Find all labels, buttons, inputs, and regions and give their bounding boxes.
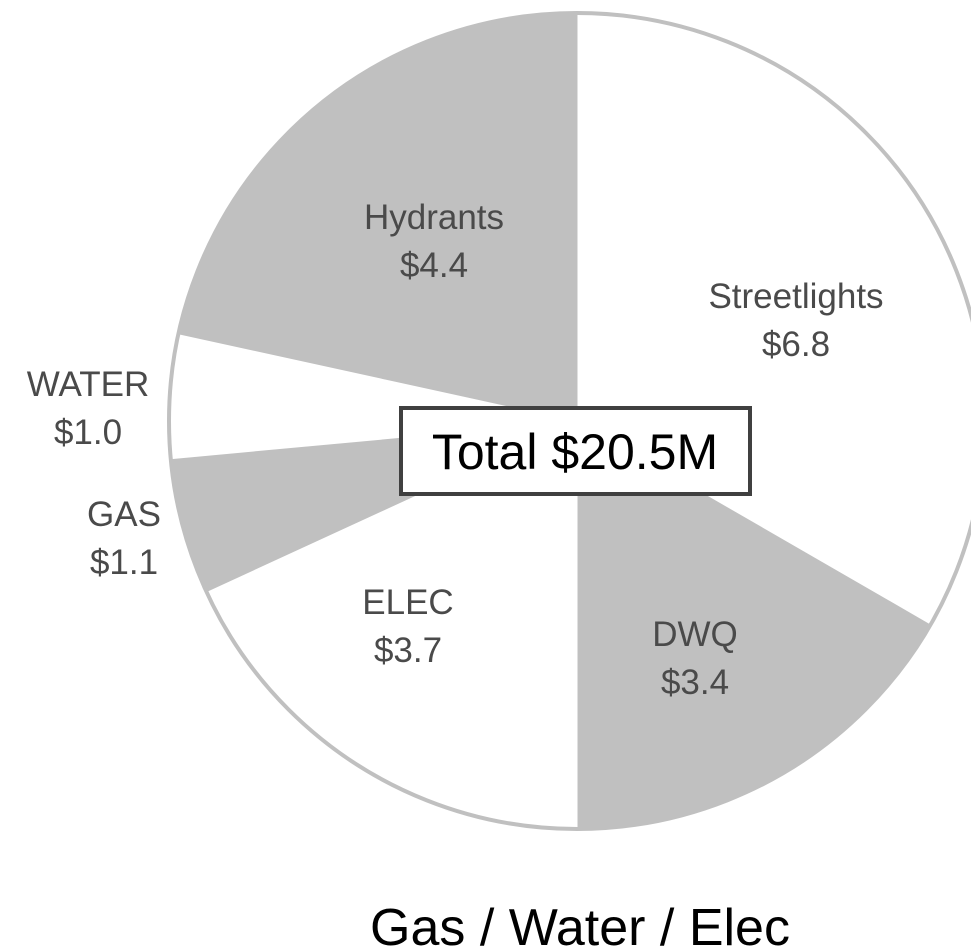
slice-value: $6.8 (762, 325, 830, 364)
slice-name: Hydrants (364, 198, 504, 237)
slice-value: $4.4 (400, 246, 468, 285)
slice-label-gas: GAS $1.1 (87, 495, 161, 582)
slice-label-hydrants: Hydrants $4.4 (364, 198, 504, 285)
total-box-frame (399, 406, 752, 496)
slice-value: $3.4 (661, 663, 729, 702)
slice-label-elec: ELEC $3.7 (362, 583, 453, 670)
slice-name: DWQ (652, 615, 738, 654)
slice-value: $1.0 (54, 413, 122, 452)
slice-value: $3.7 (374, 631, 442, 670)
slice-name: GAS (87, 495, 161, 534)
slice-name: ELEC (362, 583, 453, 622)
slice-labels: Streetlights $6.8 DWQ $3.4 ELEC $3.7 GAS $1.1 WA… (27, 198, 884, 702)
pie-outline (167, 11, 971, 831)
slice-label-streetlights: Streetlights $6.8 (708, 277, 883, 364)
slice-value: $1.1 (90, 543, 158, 582)
slice-name: Streetlights (708, 277, 883, 316)
total-label: Total $20.5M (432, 424, 718, 480)
total-box: Total $20.5M (399, 406, 752, 496)
slice-name: WATER (27, 365, 149, 404)
slice-label-dwq: DWQ $3.4 (652, 615, 738, 702)
slice-label-water: WATER $1.0 (27, 365, 149, 452)
chart-title: Gas / Water / Elec (370, 899, 790, 948)
